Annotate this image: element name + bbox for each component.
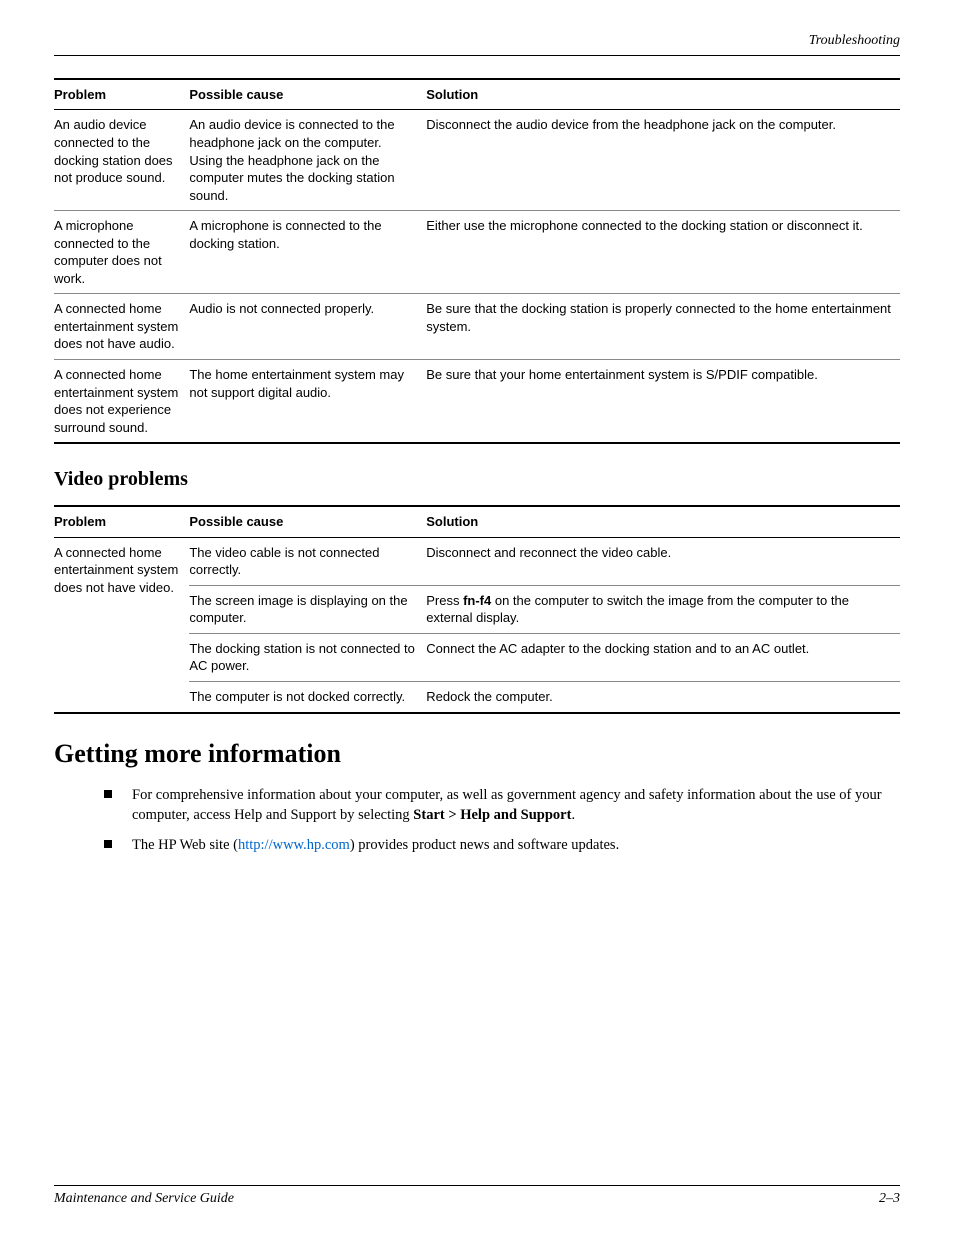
item-text-after: .: [571, 807, 575, 823]
table-row: A connected home entertainment system do…: [54, 294, 900, 360]
page-footer: Maintenance and Service Guide 2–3: [54, 1185, 900, 1209]
footer-left: Maintenance and Service Guide: [54, 1190, 234, 1209]
page-header-section: Troubleshooting: [54, 32, 900, 51]
footer-right: 2–3: [879, 1190, 900, 1209]
cell-solution: Redock the computer.: [426, 682, 900, 713]
solution-prefix: Press: [426, 593, 463, 608]
cell-problem: A microphone connected to the computer d…: [54, 211, 189, 294]
table-header-row: Problem Possible cause Solution: [54, 79, 900, 110]
col-header-cause: Possible cause: [189, 506, 426, 537]
col-header-solution: Solution: [426, 79, 900, 110]
cell-solution: Either use the microphone connected to t…: [426, 211, 900, 294]
hp-link[interactable]: http://www.hp.com: [238, 837, 350, 853]
table-row: An audio device connected to the docking…: [54, 110, 900, 211]
cell-solution: Be sure that the docking station is prop…: [426, 294, 900, 360]
list-item: The HP Web site (http://www.hp.com) prov…: [104, 835, 900, 855]
list-item: For comprehensive information about your…: [104, 785, 900, 826]
video-problems-table: Problem Possible cause Solution A connec…: [54, 505, 900, 713]
cell-solution: Press fn-f4 on the computer to switch th…: [426, 585, 900, 633]
video-problems-heading: Video problems: [54, 466, 900, 493]
cell-solution: Disconnect and reconnect the video cable…: [426, 537, 900, 585]
table-header-row: Problem Possible cause Solution: [54, 506, 900, 537]
cell-cause: The screen image is displaying on the co…: [189, 585, 426, 633]
cell-solution: Be sure that your home entertainment sys…: [426, 360, 900, 444]
item-text-before: The HP Web site (: [132, 837, 238, 853]
cell-problem: A connected home entertainment system do…: [54, 537, 189, 712]
info-bullet-list: For comprehensive information about your…: [54, 785, 900, 856]
getting-more-info-heading: Getting more information: [54, 736, 900, 771]
cell-solution: Disconnect the audio device from the hea…: [426, 110, 900, 211]
cell-problem: A connected home entertainment system do…: [54, 360, 189, 444]
cell-problem: A connected home entertainment system do…: [54, 294, 189, 360]
cell-problem: An audio device connected to the docking…: [54, 110, 189, 211]
col-header-problem: Problem: [54, 506, 189, 537]
cell-solution: Connect the AC adapter to the docking st…: [426, 633, 900, 681]
audio-problems-table: Problem Possible cause Solution An audio…: [54, 78, 900, 444]
table-row: A connected home entertainment system do…: [54, 360, 900, 444]
fn-key: fn-f4: [463, 593, 491, 608]
cell-cause: The docking station is not connected to …: [189, 633, 426, 681]
cell-cause: A microphone is connected to the docking…: [189, 211, 426, 294]
col-header-solution: Solution: [426, 506, 900, 537]
item-bold: Start > Help and Support: [413, 807, 571, 823]
cell-cause: An audio device is connected to the head…: [189, 110, 426, 211]
cell-cause: The home entertainment system may not su…: [189, 360, 426, 444]
cell-cause: The video cable is not connected correct…: [189, 537, 426, 585]
table-row: A connected home entertainment system do…: [54, 537, 900, 585]
item-text-after: ) provides product news and software upd…: [350, 837, 619, 853]
table-row: A microphone connected to the computer d…: [54, 211, 900, 294]
col-header-cause: Possible cause: [189, 79, 426, 110]
col-header-problem: Problem: [54, 79, 189, 110]
cell-cause: Audio is not connected properly.: [189, 294, 426, 360]
cell-cause: The computer is not docked correctly.: [189, 682, 426, 713]
header-rule: [54, 55, 900, 56]
